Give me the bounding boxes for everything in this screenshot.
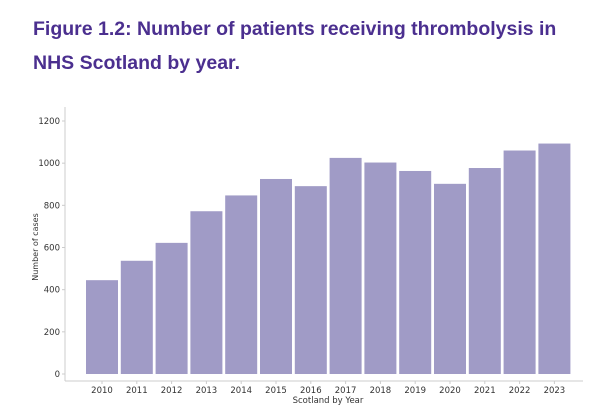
chart-axes [64, 107, 583, 382]
y-tick-labels: 0 200 400 600 800 1000 1200 [38, 117, 65, 380]
y-tick-label: 400 [44, 286, 60, 296]
x-tick-label: 2015 [265, 386, 287, 396]
y-tick-label: 200 [44, 328, 60, 338]
y-tick-label: 600 [44, 244, 60, 254]
bar-2014 [225, 195, 258, 374]
x-tick-label: 2021 [474, 386, 496, 396]
y-tick-label: 1200 [38, 117, 60, 127]
bar-2013 [190, 211, 223, 374]
x-tick-label: 2022 [509, 386, 531, 396]
x-tick-label: 2023 [544, 386, 566, 396]
y-tick-label: 1000 [38, 159, 60, 169]
x-tick-label: 2014 [230, 386, 252, 396]
bar-2017 [329, 157, 362, 374]
x-tick-label: 2018 [370, 386, 392, 396]
x-tick-label: 2017 [335, 386, 357, 396]
x-tick-label: 2013 [196, 386, 218, 396]
bar-2023 [538, 143, 571, 374]
y-tick-label: 800 [44, 201, 60, 211]
bar-2022 [503, 150, 536, 374]
bar-2012 [155, 242, 188, 374]
figure-title: Figure 1.2: Number of patients receiving… [33, 18, 557, 74]
x-tick-label: 2011 [126, 386, 148, 396]
bar-2016 [294, 186, 327, 374]
bar-2021 [468, 168, 501, 374]
x-tick-label: 2010 [91, 386, 113, 396]
x-axis-label: Scotland by Year [293, 396, 364, 406]
y-tick-label: 0 [55, 370, 60, 380]
x-tick-label: 2016 [300, 386, 322, 396]
x-tick-label: 2020 [439, 386, 461, 396]
bar-2020 [434, 183, 466, 374]
bar-2011 [120, 260, 153, 374]
bar-2019 [399, 170, 432, 374]
bar-2010 [86, 280, 118, 374]
x-tick-label: 2019 [404, 386, 426, 396]
bar-2015 [260, 178, 292, 374]
x-tick-labels: 2010 2011 2012 2013 2014 2015 2016 2017 2018 2019… [91, 381, 565, 396]
bars [86, 143, 571, 374]
x-tick-label: 2012 [161, 386, 183, 396]
bar-2018 [364, 162, 397, 374]
y-axis-label: Number of cases [31, 213, 40, 281]
